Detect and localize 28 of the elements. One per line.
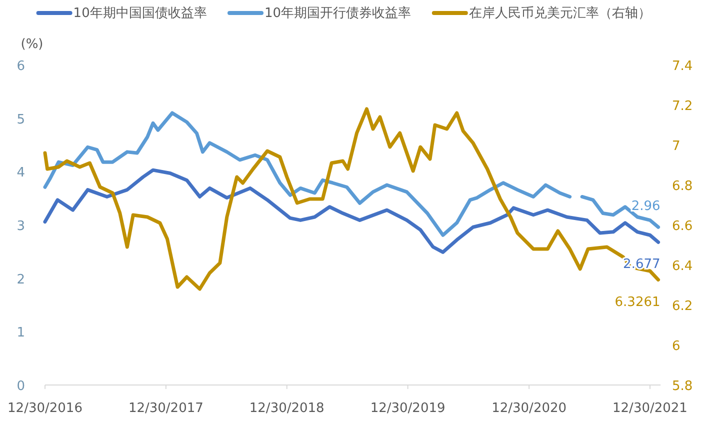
x-tick-label: 12/30/2020 bbox=[492, 401, 567, 416]
data-label: 2.96 bbox=[631, 199, 660, 214]
y-tick-label: 0 bbox=[16, 379, 25, 394]
legend-label: 10年期国开行债券收益率 bbox=[264, 5, 412, 21]
y-tick-label: 4 bbox=[16, 166, 25, 181]
legend-label: 10年期中国国债收益率 bbox=[73, 5, 207, 21]
y-tick-label: 5 bbox=[16, 112, 25, 128]
y2-tick-label: 7.4 bbox=[672, 59, 693, 74]
y2-tick-label: 6.8 bbox=[672, 179, 693, 194]
y-tick-label: 6 bbox=[16, 59, 25, 74]
y2-tick-label: 6.2 bbox=[672, 299, 693, 314]
x-tick-label: 12/30/2018 bbox=[249, 401, 324, 416]
data-label: 6.3261 bbox=[614, 294, 660, 310]
y2-tick-label: 6.6 bbox=[672, 219, 693, 234]
y2-tick-label: 5.8 bbox=[672, 379, 693, 394]
y2-tick-label: 7 bbox=[672, 139, 680, 154]
y-axis-title: (%) bbox=[20, 37, 44, 52]
y-tick-label: 1 bbox=[16, 326, 25, 341]
y-tick-label: 3 bbox=[16, 219, 25, 234]
legend-label: 在岸人民币兑美元汇率（右轴） bbox=[468, 5, 651, 21]
y2-tick-label: 7.2 bbox=[672, 99, 693, 114]
x-tick-label: 12/30/2021 bbox=[612, 401, 688, 416]
y2-tick-label: 6 bbox=[672, 339, 680, 354]
x-tick-label: 12/30/2017 bbox=[128, 401, 204, 416]
x-tick-label: 12/30/2019 bbox=[370, 401, 446, 416]
y-tick-label: 2 bbox=[16, 272, 25, 288]
y2-tick-label: 6.4 bbox=[672, 259, 693, 274]
x-tick-label: 12/30/2016 bbox=[8, 401, 82, 416]
